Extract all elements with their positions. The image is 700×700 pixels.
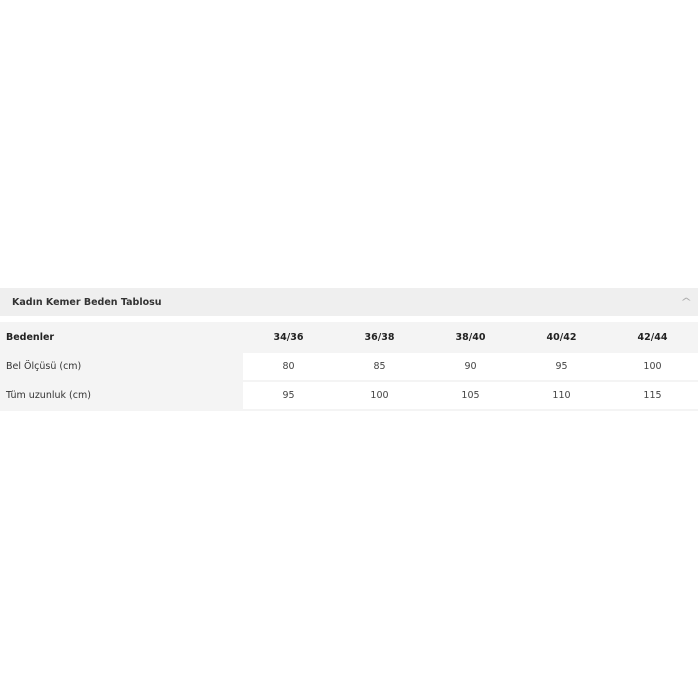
column-header: Bedenler — [0, 324, 243, 351]
column-header: 42/44 — [607, 324, 698, 351]
table-cell: 100 — [607, 353, 698, 380]
table-cell: 95 — [516, 353, 607, 380]
size-chart-panel: Kadın Kemer Beden Tablosu ^ Bedenler 34/… — [0, 288, 698, 411]
size-table: Bedenler 34/36 36/38 38/40 40/42 42/44 B… — [0, 322, 698, 411]
accordion-header[interactable]: Kadın Kemer Beden Tablosu ^ — [0, 288, 698, 316]
table-cell: 95 — [243, 382, 334, 409]
table-cell: 105 — [425, 382, 516, 409]
column-header: 40/42 — [516, 324, 607, 351]
column-header: 38/40 — [425, 324, 516, 351]
table-cell: 85 — [334, 353, 425, 380]
table-header-row: Bedenler 34/36 36/38 38/40 40/42 42/44 — [0, 324, 698, 351]
table-cell: 100 — [334, 382, 425, 409]
table-cell: 110 — [516, 382, 607, 409]
table-row: Bel Ölçüsü (cm) 80 85 90 95 100 — [0, 353, 698, 380]
row-label: Bel Ölçüsü (cm) — [0, 353, 243, 380]
column-header: 36/38 — [334, 324, 425, 351]
table-cell: 80 — [243, 353, 334, 380]
row-label: Tüm uzunluk (cm) — [0, 382, 243, 409]
panel-title: Kadın Kemer Beden Tablosu — [12, 296, 162, 308]
table-cell: 90 — [425, 353, 516, 380]
table-cell: 115 — [607, 382, 698, 409]
table-row: Tüm uzunluk (cm) 95 100 105 110 115 — [0, 382, 698, 409]
column-header: 34/36 — [243, 324, 334, 351]
chevron-up-icon[interactable]: ^ — [679, 296, 692, 308]
